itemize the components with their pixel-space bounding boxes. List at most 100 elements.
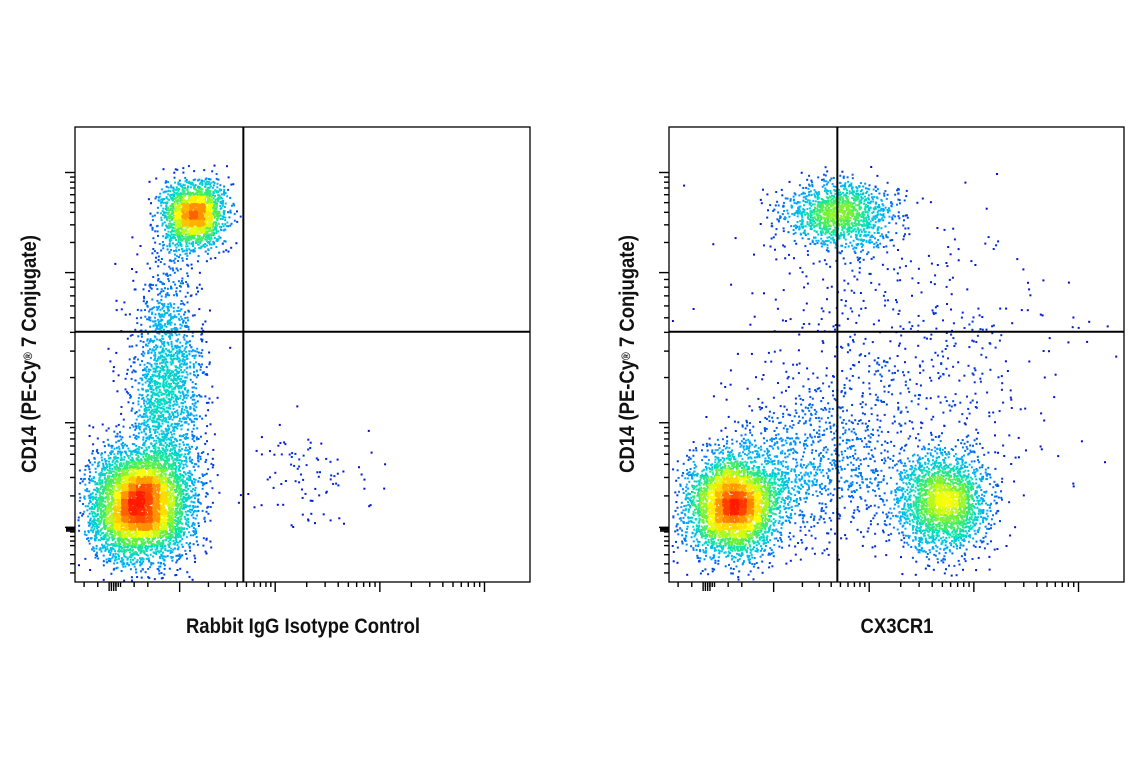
data-point [171, 217, 174, 220]
data-point [199, 395, 202, 398]
data-point [229, 196, 232, 199]
data-point [186, 316, 189, 319]
data-point [170, 370, 173, 373]
data-point [160, 204, 163, 207]
data-point [186, 391, 189, 394]
data-point [185, 406, 187, 409]
data-point [191, 490, 193, 493]
data-point [84, 468, 87, 471]
data-point [142, 539, 145, 541]
data-point [165, 383, 168, 386]
data-point [195, 361, 197, 364]
data-point [165, 436, 168, 439]
data-point [149, 399, 152, 402]
data-point [183, 531, 186, 534]
data-point [195, 448, 198, 450]
data-point [127, 454, 129, 457]
data-point [107, 454, 110, 457]
data-point [83, 477, 86, 480]
data-point [164, 549, 167, 552]
data-point [161, 436, 164, 438]
data-point [150, 402, 153, 404]
data-point [329, 460, 332, 463]
data-point [205, 192, 208, 194]
data-point [168, 383, 171, 385]
data-point [102, 564, 105, 567]
data-point [170, 205, 173, 208]
data-point [179, 473, 182, 475]
data-point [187, 185, 190, 188]
data-point [155, 284, 158, 287]
data-point [168, 211, 171, 214]
data-point [93, 528, 96, 531]
data-point [141, 557, 144, 559]
data-point [184, 549, 187, 552]
data-point [169, 375, 172, 378]
data-point [169, 190, 172, 193]
data-point [164, 201, 167, 204]
data-point [189, 235, 192, 238]
data-point [149, 427, 152, 430]
data-point [189, 472, 192, 475]
data-point [166, 354, 169, 357]
data-point [173, 458, 176, 461]
data-point [154, 384, 157, 386]
data-point [201, 363, 203, 366]
data-point [156, 206, 159, 209]
data-point [191, 435, 194, 437]
data-point [120, 546, 123, 548]
data-point [140, 377, 143, 380]
data-point [118, 555, 120, 558]
data-point [280, 483, 283, 485]
data-point [198, 308, 201, 311]
data-point [89, 461, 92, 464]
data-point [171, 556, 174, 559]
data-point [183, 237, 186, 240]
data-point [175, 509, 178, 512]
data-point [165, 531, 168, 534]
data-point [144, 413, 147, 416]
data-point [96, 491, 99, 494]
data-point [100, 474, 103, 477]
data-point [179, 455, 181, 458]
data-point [206, 440, 208, 443]
data-point [174, 377, 177, 380]
data-point [173, 429, 176, 432]
data-point [91, 548, 94, 551]
data-point [170, 382, 172, 385]
data-point [191, 235, 194, 238]
data-point [114, 460, 117, 463]
data-point [223, 185, 226, 188]
data-point [223, 211, 226, 214]
data-point [166, 555, 169, 557]
data-point [224, 219, 227, 222]
data-point [192, 427, 195, 430]
data-point [156, 211, 159, 214]
data-point [181, 424, 184, 427]
data-point [156, 457, 159, 460]
data-point [209, 178, 212, 181]
data-point [159, 442, 162, 445]
data-point [191, 513, 194, 516]
data-point [113, 478, 116, 481]
data-point [149, 540, 152, 543]
data-point [149, 566, 152, 569]
data-point [102, 522, 105, 525]
data-point [170, 372, 173, 374]
data-point [164, 442, 167, 444]
data-point [131, 563, 134, 566]
data-point [195, 530, 198, 533]
data-point [194, 383, 197, 385]
data-point [204, 461, 207, 463]
data-point [209, 423, 212, 426]
data-point [135, 444, 138, 447]
data-point [88, 481, 91, 484]
data-point [222, 210, 225, 212]
data-point [155, 454, 158, 457]
data-point [169, 313, 172, 315]
data-point [201, 182, 204, 185]
data-point [168, 214, 171, 217]
data-point [159, 534, 162, 537]
data-point [179, 555, 182, 558]
data-point [170, 340, 173, 343]
